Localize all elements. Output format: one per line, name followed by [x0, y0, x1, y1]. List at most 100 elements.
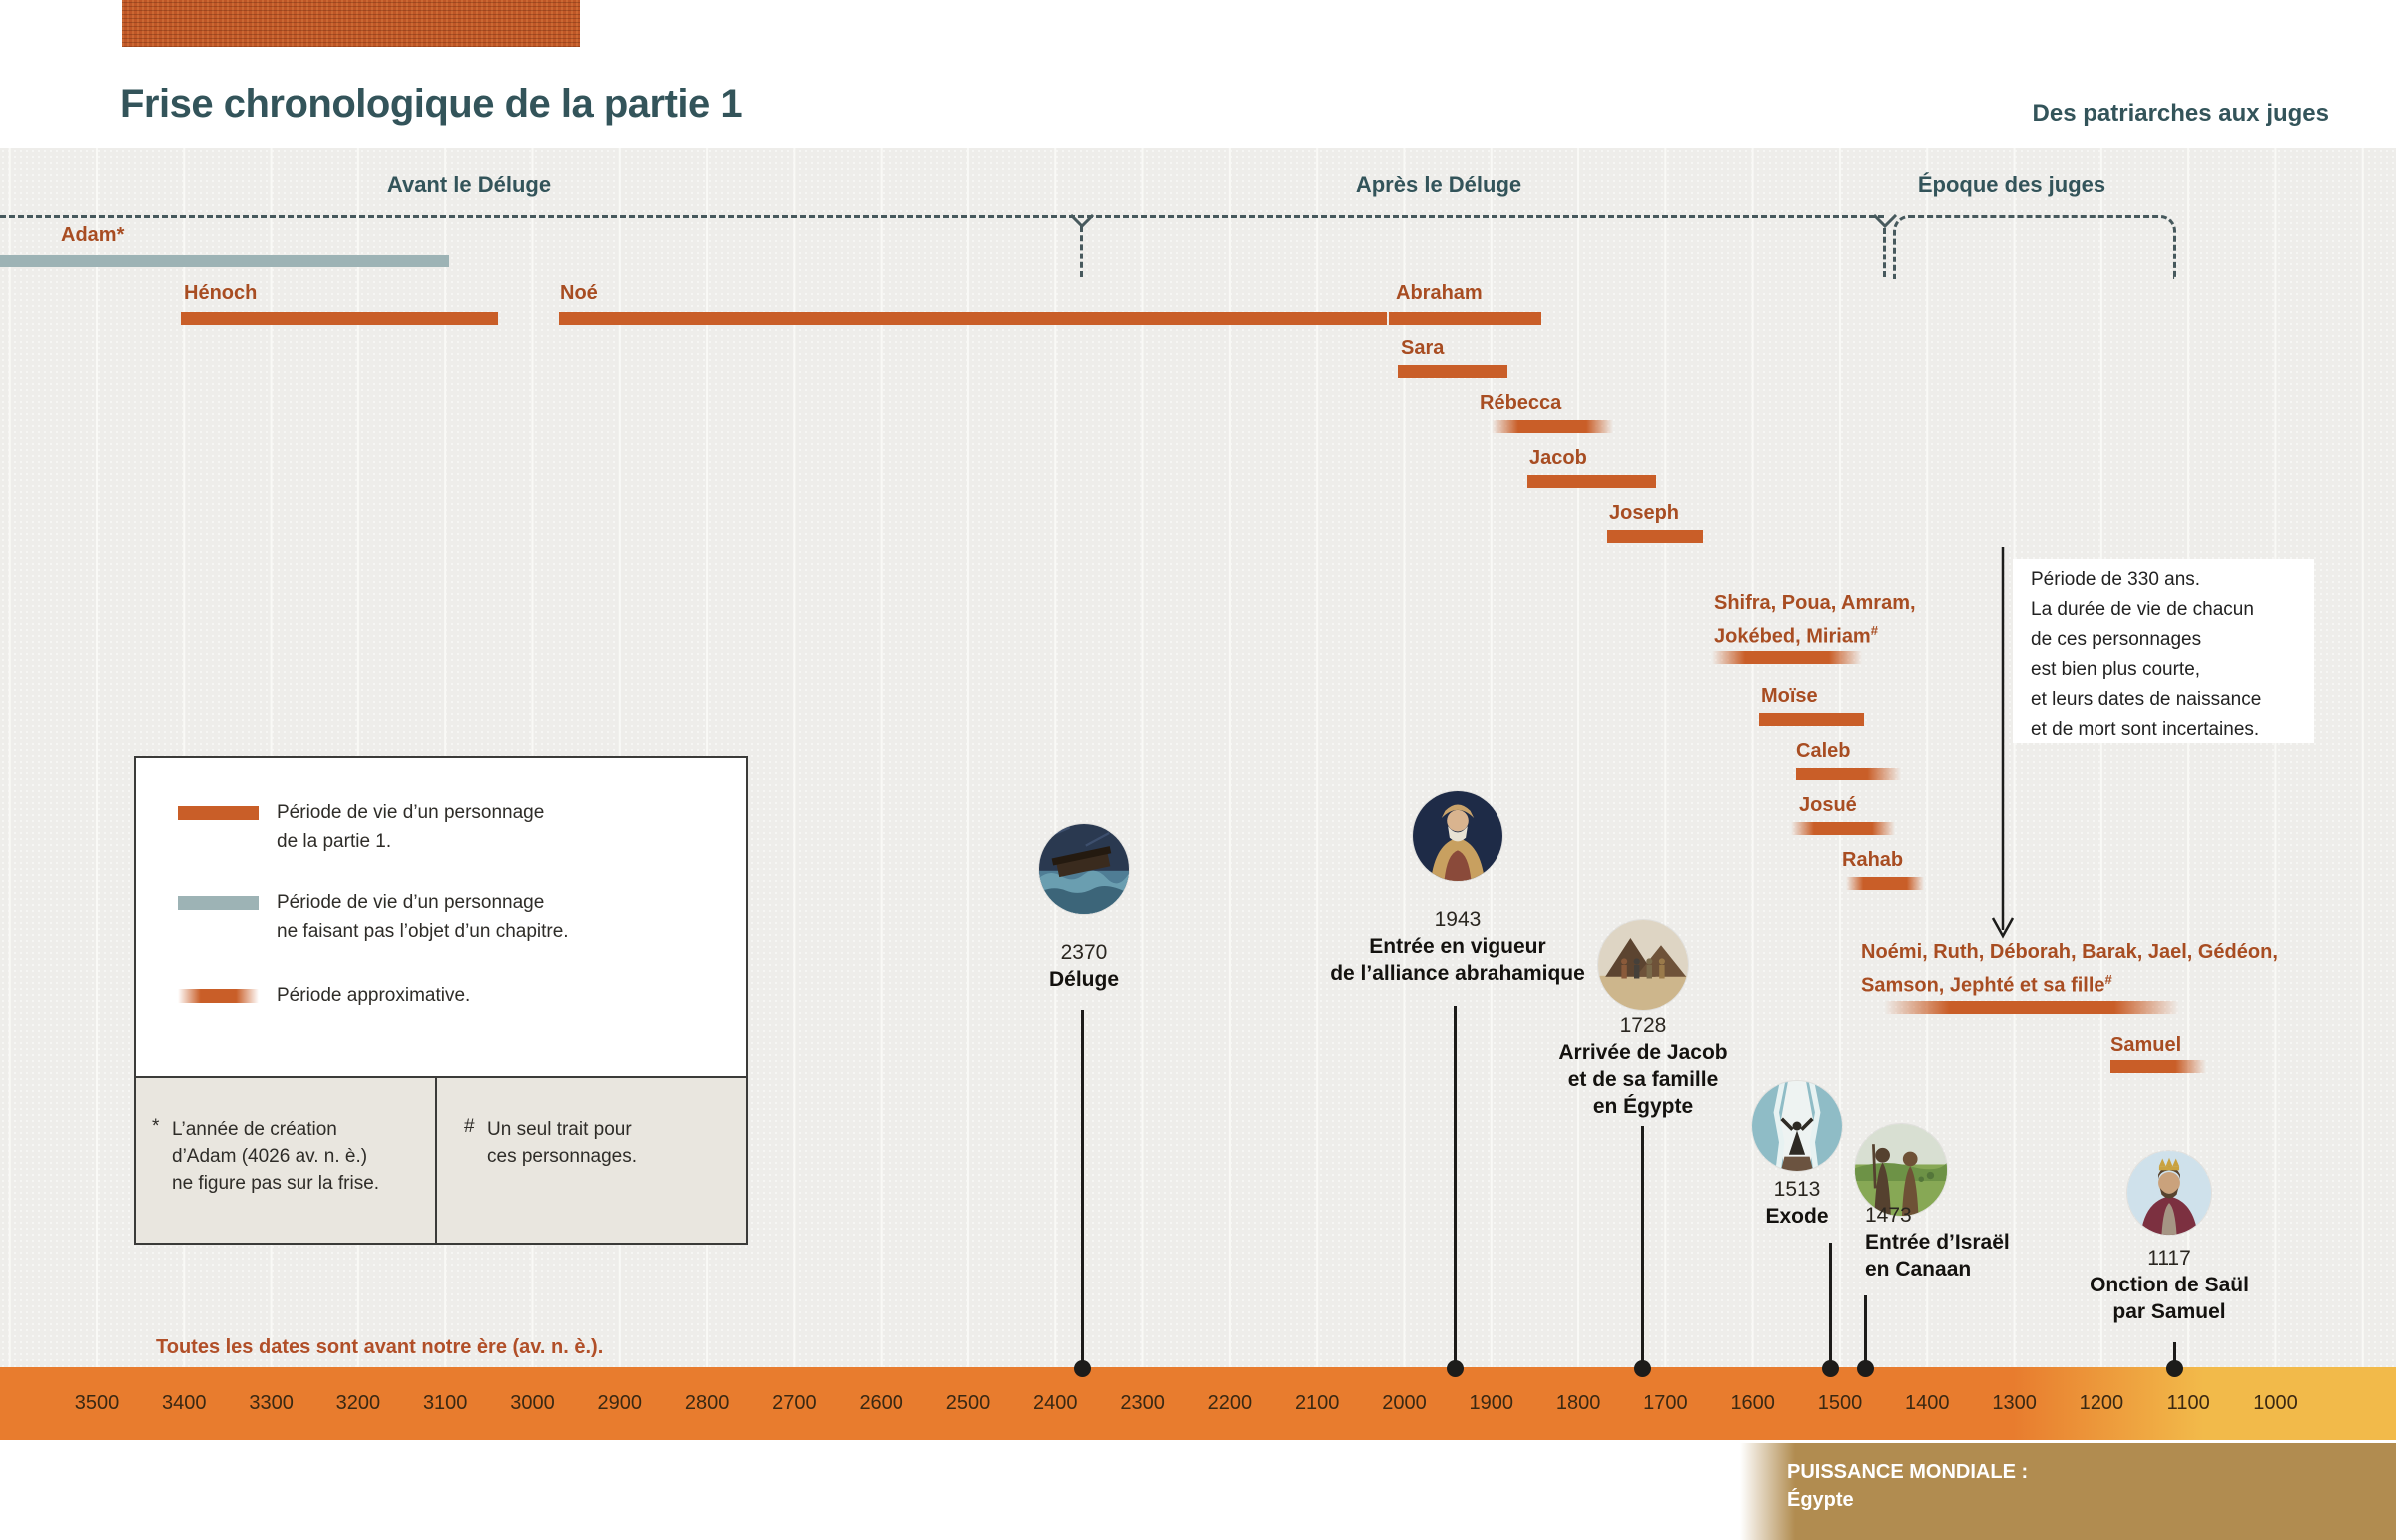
- note-330-line: Période de 330 ans.: [2031, 569, 2201, 590]
- period-divider-drop-deluge: [1080, 226, 1083, 277]
- axis-tick-label: 3000: [510, 1392, 555, 1414]
- note-330-line: La durée de vie de chacun: [2031, 599, 2254, 620]
- section-epoque-des-juges: Époque des juges: [1917, 172, 2106, 197]
- person-label: Josué: [1799, 794, 1857, 816]
- person-label: Adam*: [61, 224, 125, 246]
- event-text: 2370 Déluge: [1048, 941, 1120, 991]
- event-text: 1117 Onction de Saül par Samuel: [2090, 1247, 2249, 1323]
- section-divider-notch-icon: [1069, 214, 1095, 229]
- axis-tick-label: 3400: [162, 1392, 207, 1414]
- footnote-marker: #: [464, 1116, 475, 1137]
- axis-tick-label: 1600: [1730, 1392, 1775, 1414]
- life-bar: [558, 312, 1388, 325]
- axis-tick-label: 3500: [74, 1392, 120, 1414]
- epoque-des-juges-bracket: [1893, 215, 2176, 279]
- event-text: 1943 Entrée en vigueur de l’alliance abrah…: [1330, 908, 1585, 985]
- axis-tick-label: 2600: [859, 1392, 903, 1414]
- legend-swatch-gray: [178, 896, 259, 910]
- note-330-line: est bien plus courte,: [2031, 659, 2201, 680]
- saul-icon: [2127, 1151, 2211, 1235]
- axis-tick-label: 1100: [2166, 1392, 2210, 1414]
- note-330-line: et leurs dates de naissance: [2031, 689, 2262, 710]
- axis-tick-label: 1500: [1817, 1392, 1863, 1414]
- event-text: 1513 Exode: [1765, 1178, 1829, 1228]
- person-label: Hénoch: [184, 282, 258, 304]
- down-arrow-icon: [1991, 547, 2015, 939]
- axis-tick-label: 2500: [945, 1392, 991, 1414]
- event-dropline: [1081, 1010, 1085, 1363]
- life-bar: [1846, 877, 1924, 890]
- event-text: 1728 Arrivée de Jacob et de sa famille en É…: [1558, 1014, 1728, 1118]
- axis-tick-label: 3300: [249, 1392, 294, 1414]
- legend-label: Période de vie d’un personnage de la part…: [277, 802, 545, 852]
- event-dot: [1074, 1360, 1092, 1377]
- life-bar: [180, 312, 499, 325]
- event-dot: [1633, 1360, 1651, 1377]
- person-label: Samuel: [2110, 1034, 2182, 1056]
- red-sea-icon: [1752, 1081, 1842, 1171]
- footnote-text: L’année de création d’Adam (4026 av. n. è…: [172, 1119, 380, 1194]
- person-label: Abraham: [1396, 282, 1483, 304]
- person-label: Rébecca: [1480, 392, 1562, 414]
- axis-tick-label: 2000: [1382, 1392, 1427, 1414]
- event-dot: [1447, 1360, 1465, 1377]
- axis-tick-label: 1800: [1555, 1392, 1601, 1414]
- axis-tick-label: 1400: [1905, 1392, 1950, 1414]
- person-label: Rahab: [1842, 849, 1904, 871]
- event-text: 1473 Entrée d’Israël en Canaan: [1865, 1204, 2010, 1281]
- axis-tick-label: 2700: [772, 1392, 817, 1414]
- axis-tick-label: 2100: [1294, 1392, 1340, 1414]
- axis-tick-label: 3100: [422, 1392, 468, 1414]
- axis-tick-label: 2900: [597, 1392, 643, 1414]
- axis-tick-label: 2800: [684, 1392, 730, 1414]
- legend-swatch-fade: [178, 989, 259, 1003]
- legend-label: Période de vie d’un personnage ne faisant…: [277, 892, 569, 942]
- legend-label: Période approximative.: [277, 985, 471, 1006]
- event-dot: [2166, 1360, 2184, 1377]
- person-label: Joseph: [1609, 502, 1680, 524]
- axis-tick-label: 2300: [1120, 1392, 1165, 1414]
- axis-tick-label: 2400: [1033, 1392, 1078, 1414]
- life-bar: [0, 255, 449, 267]
- axis-tick-label: 3200: [335, 1392, 381, 1414]
- world-power-block: PUISSANCE MONDIALE : Égypte: [1740, 1443, 2396, 1540]
- life-bar: [1791, 822, 1895, 835]
- axis-tick-label: 1000: [2253, 1392, 2298, 1414]
- note-330-line: et de mort sont incertaines.: [2031, 719, 2260, 740]
- event-dropline: [1863, 1295, 1867, 1363]
- footnote-text: Un seul trait pour ces personnages.: [487, 1119, 637, 1167]
- life-bar: [1758, 713, 1864, 726]
- event-dropline: [1640, 1126, 1644, 1363]
- axis-tick-label: 1700: [1643, 1392, 1688, 1414]
- event-dropline: [1454, 1006, 1458, 1363]
- axis-tick-label: 2200: [1207, 1392, 1253, 1414]
- person-label: Caleb: [1796, 740, 1851, 762]
- decorative-banner: [122, 0, 580, 47]
- person-label: Jacob: [1529, 447, 1587, 469]
- edition-subtitle: Des patriarches aux juges: [2032, 100, 2329, 127]
- section-avant-le-deluge: Avant le Déluge: [386, 172, 552, 197]
- footnote-hash: # Un seul trait pour ces personnages.: [435, 1078, 746, 1243]
- axis-tick-label: 1200: [2079, 1392, 2124, 1414]
- legend-footnotes: * L’année de création d’Adam (4026 av. n. …: [136, 1076, 746, 1243]
- axis-tick-label: 1900: [1469, 1392, 1514, 1414]
- legend-box: Période de vie d’un personnage de la part…: [134, 756, 748, 1245]
- section-divider-notch-icon: [1872, 214, 1898, 229]
- footnote-asterisk: * L’année de création d’Adam (4026 av. n. …: [136, 1078, 435, 1243]
- world-power-value: Égypte: [1787, 1489, 1854, 1511]
- life-bar: [1527, 475, 1656, 488]
- life-bar: [1796, 768, 1902, 780]
- event-dropline: [2173, 1342, 2177, 1363]
- abraham-icon: [1413, 791, 1502, 881]
- person-label: Sara: [1401, 337, 1445, 359]
- period-divider-drop-juges: [1883, 228, 1886, 277]
- section-apres-le-deluge: Après le Déluge: [1355, 172, 1522, 197]
- ark-flood-icon: [1039, 824, 1129, 914]
- note-330-line: de ces personnages: [2031, 629, 2202, 650]
- event-dot: [1821, 1360, 1839, 1377]
- footnote-marker: *: [152, 1116, 160, 1137]
- life-bar: [1388, 312, 1541, 325]
- person-label: Moïse: [1761, 685, 1818, 707]
- life-bar: [1397, 365, 1508, 378]
